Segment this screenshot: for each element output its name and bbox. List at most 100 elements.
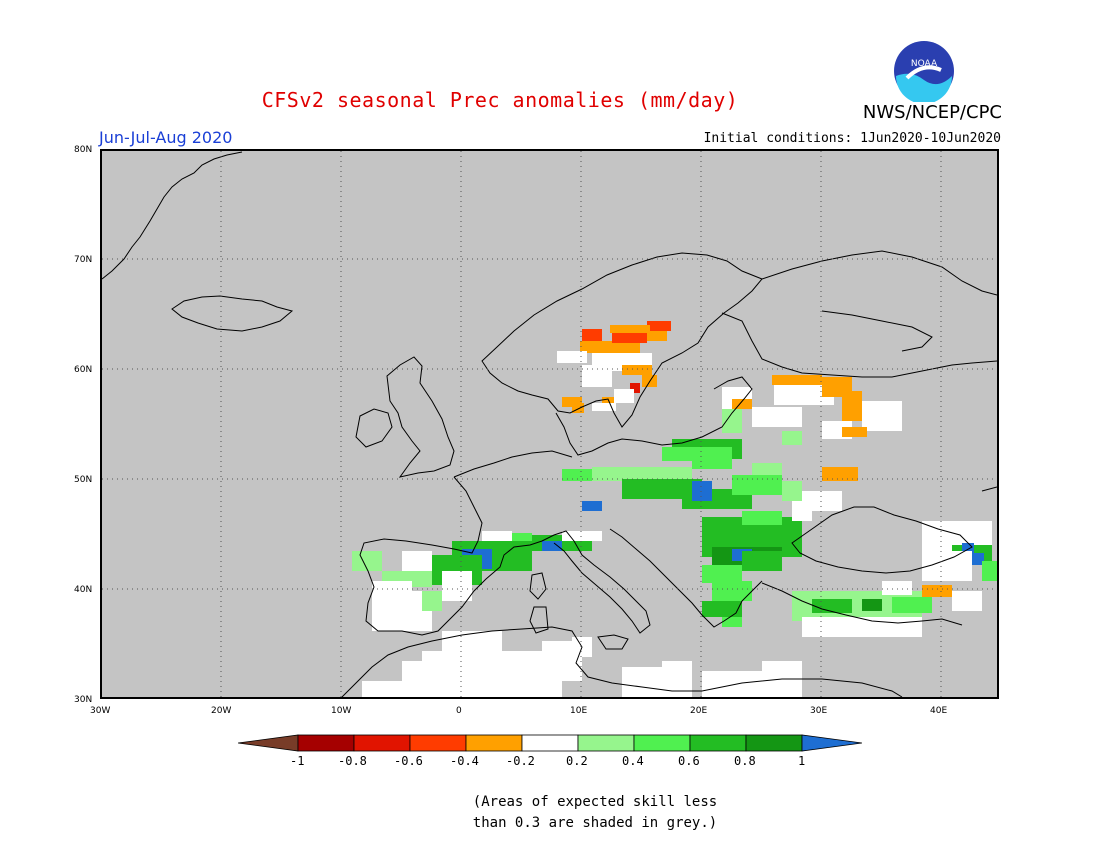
anomaly-cell bbox=[562, 469, 592, 481]
anomaly-cell bbox=[702, 565, 742, 583]
map-title: CFSv2 seasonal Prec anomalies (mm/day) bbox=[261, 88, 739, 112]
season-label: Jun-Jul-Aug 2020 bbox=[99, 128, 233, 147]
anomaly-cell bbox=[362, 681, 402, 697]
anomaly-cell bbox=[582, 365, 612, 387]
initial-conditions-label: Initial conditions: 1Jun2020-10Jun2020 bbox=[703, 131, 1001, 146]
colorbar-segment bbox=[409, 734, 467, 752]
anomaly-cell bbox=[712, 581, 752, 601]
anomaly-cell bbox=[862, 401, 902, 431]
agency-label: NWS/NCEP/CPC bbox=[862, 102, 1002, 123]
anomaly-cell bbox=[732, 399, 752, 409]
anomaly-cell bbox=[802, 617, 922, 637]
anomaly-cell bbox=[557, 351, 587, 363]
anomaly-cell bbox=[482, 531, 512, 543]
lon-label-20e: 20E bbox=[690, 706, 708, 716]
anomaly-cell bbox=[442, 571, 472, 601]
anomaly-cell bbox=[774, 385, 834, 405]
anomaly-cell bbox=[842, 391, 862, 421]
lat-label-40n: 40N bbox=[74, 585, 93, 595]
anomaly-cell bbox=[662, 661, 692, 697]
anomaly-cell bbox=[647, 329, 667, 341]
lon-label-30w: 30W bbox=[90, 706, 111, 716]
colorbar-label: 0.2 bbox=[566, 754, 588, 768]
anomaly-cell bbox=[592, 403, 616, 411]
anomaly-cell bbox=[972, 553, 984, 565]
anomaly-cell bbox=[882, 581, 912, 595]
anomaly-cell bbox=[622, 365, 652, 375]
anomaly-cells bbox=[352, 321, 997, 697]
anomaly-cell bbox=[562, 397, 582, 407]
lon-label-0: 0 bbox=[456, 706, 462, 716]
anomaly-cell bbox=[562, 531, 582, 541]
anomaly-cell bbox=[692, 457, 732, 469]
colorbar-segment bbox=[297, 734, 355, 752]
anomaly-cell bbox=[722, 617, 742, 627]
anomaly-cell bbox=[542, 541, 562, 551]
colorbar-right-arrow bbox=[801, 734, 862, 752]
skill-note-line2: than 0.3 are shaded in grey.) bbox=[472, 815, 718, 831]
anomaly-cell bbox=[622, 667, 662, 697]
anomaly-cell bbox=[402, 661, 452, 697]
anomaly-cell bbox=[752, 407, 802, 427]
anomaly-cell bbox=[842, 427, 867, 437]
lat-label-60n: 60N bbox=[74, 365, 93, 375]
map-canvas bbox=[102, 151, 997, 697]
colorbar-label: 0.6 bbox=[678, 754, 700, 768]
anomaly-cell bbox=[580, 341, 640, 353]
anomaly-cell bbox=[614, 389, 634, 403]
skill-note: (Areas of expected skill less than 0.3 a… bbox=[0, 792, 1100, 834]
anomaly-cell bbox=[692, 481, 712, 501]
colorbar-label: 0.4 bbox=[622, 754, 644, 768]
anomaly-cell bbox=[602, 397, 614, 407]
colorbar-label: 1 bbox=[798, 754, 806, 768]
anomaly-cell bbox=[812, 599, 852, 613]
anomaly-cell bbox=[582, 501, 602, 511]
anomaly-cell bbox=[572, 403, 584, 413]
anomaly-cell bbox=[612, 331, 647, 343]
colorbar-segment bbox=[577, 734, 635, 752]
skill-note-line1: (Areas of expected skill less bbox=[472, 794, 718, 810]
lat-label-30n: 30N bbox=[74, 695, 93, 705]
noaa-logo: NOAA bbox=[894, 41, 954, 102]
anomaly-cell bbox=[922, 551, 972, 581]
anomaly-cell bbox=[952, 591, 982, 611]
colorbar-segment bbox=[353, 734, 411, 752]
colorbar-label: -0.8 bbox=[338, 754, 367, 768]
anomaly-cell bbox=[647, 321, 671, 331]
anomaly-cell bbox=[742, 551, 782, 571]
anomaly-cell bbox=[422, 591, 442, 611]
anomaly-cell bbox=[822, 467, 858, 481]
anomaly-cell bbox=[782, 481, 802, 501]
anomaly-cell bbox=[610, 325, 650, 333]
lat-label-70n: 70N bbox=[74, 255, 93, 265]
colorbar bbox=[238, 734, 862, 752]
precip-anomaly-map bbox=[100, 149, 999, 699]
anomaly-cell bbox=[402, 551, 432, 571]
anomaly-cell bbox=[982, 561, 997, 581]
anomaly-cell bbox=[792, 501, 812, 521]
svg-text:NOAA: NOAA bbox=[911, 59, 938, 69]
colorbar-segment bbox=[633, 734, 691, 752]
colorbar-segment bbox=[521, 734, 579, 752]
colorbar-label: -0.6 bbox=[394, 754, 423, 768]
colorbar-segment bbox=[465, 734, 523, 752]
colorbar-segment bbox=[745, 734, 803, 752]
lat-label-50n: 50N bbox=[74, 475, 93, 485]
colorbar-label: -1 bbox=[290, 754, 305, 768]
colorbar-segment bbox=[689, 734, 747, 752]
anomaly-cell bbox=[702, 671, 762, 697]
anomaly-cell bbox=[862, 599, 882, 611]
lon-label-10e: 10E bbox=[570, 706, 588, 716]
coastlines bbox=[102, 151, 997, 697]
anomaly-cell bbox=[742, 511, 782, 525]
anomaly-cell bbox=[892, 597, 932, 613]
graticule bbox=[102, 151, 997, 697]
colorbar-label: -0.2 bbox=[506, 754, 535, 768]
anomaly-cell bbox=[352, 551, 382, 571]
lon-label-10w: 10W bbox=[331, 706, 352, 716]
anomaly-cell bbox=[592, 467, 692, 481]
lon-label-40e: 40E bbox=[930, 706, 948, 716]
anomaly-cell bbox=[582, 329, 602, 341]
colorbar-left-arrow bbox=[238, 734, 299, 752]
anomaly-cell bbox=[732, 475, 782, 495]
